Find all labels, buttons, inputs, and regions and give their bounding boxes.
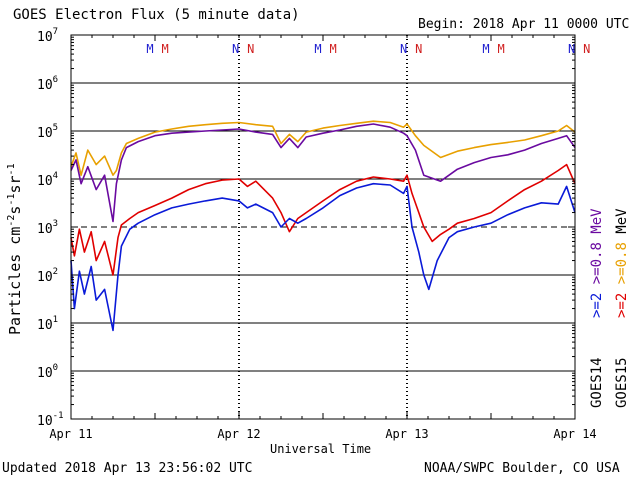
orbit-marker: M xyxy=(314,42,321,56)
y-tick-exponent: 0 xyxy=(53,363,58,373)
y-tick-label: 100 xyxy=(37,363,58,381)
y-label-part: s xyxy=(6,206,24,215)
chart-title: GOES Electron Flux (5 minute data) xyxy=(13,7,300,23)
legend-goes15: GOES15 xyxy=(614,357,630,408)
footer-updated: Updated 2018 Apr 13 23:56:02 UTC xyxy=(2,461,253,476)
y-tick-exponent: 4 xyxy=(53,171,58,181)
y-label-part: Particles cm xyxy=(6,227,24,335)
y-axis-label: Particles cm-2s-1sr-1 xyxy=(6,163,24,335)
y-tick-label: 103 xyxy=(37,219,58,237)
plot-right-labels: GOES14 GOES15>=2 >=0.8 MeV>=2 >=0.8 MeV xyxy=(589,208,630,408)
x-tick-label: Apr 13 xyxy=(385,427,428,441)
orbit-marker: N xyxy=(568,42,575,56)
legend-goes14-energies-part: >=2 xyxy=(589,293,605,318)
y-label-part: sr xyxy=(6,175,24,193)
orbit-marker: M xyxy=(146,42,153,56)
y-label-exponent: -1 xyxy=(6,163,17,175)
series-line-3 xyxy=(70,182,576,332)
x-axis-label: Universal Time xyxy=(270,442,372,456)
footer-credit: NOAA/SWPC Boulder, CO USA xyxy=(424,461,620,476)
legend-goes15-energies: >=2 >=0.8 MeV xyxy=(614,208,630,318)
legend-goes15-energies-part: MeV xyxy=(614,208,630,242)
series-line-1 xyxy=(70,123,576,223)
y-tick-exponent: 1 xyxy=(53,315,58,325)
orbit-marker: M xyxy=(329,42,336,56)
plot-series xyxy=(70,120,576,332)
legend-goes15-part: GOES15 xyxy=(614,357,630,408)
begin-label: Begin: 2018 Apr 11 0000 UTC xyxy=(418,17,630,32)
legend-goes14: GOES14 xyxy=(589,357,605,408)
plot-axes: 1 0 -1 100 101 102 103 104 105 106 107 Apr 11 Apr 12… xyxy=(37,27,597,441)
y-tick-exponent: 7 xyxy=(53,27,58,37)
legend-goes15-energies-part: >=2 xyxy=(614,293,630,318)
orbit-marker: N xyxy=(415,42,422,56)
x-tick-label: Apr 12 xyxy=(217,427,260,441)
y-tick-label: 101 xyxy=(37,315,58,333)
plot-grid xyxy=(71,35,575,419)
orbit-marker: N xyxy=(583,42,590,56)
y-label-exponent: -1 xyxy=(6,194,17,206)
legend-goes15-energies-part: >=0.8 xyxy=(614,242,630,293)
y-tick-label: 106 xyxy=(37,75,58,93)
x-tick-label: Apr 14 xyxy=(553,427,596,441)
y-tick-exponent: 3 xyxy=(53,219,58,229)
legend-goes14-energies-part: MeV xyxy=(589,208,605,242)
orbit-marker: M xyxy=(497,42,504,56)
x-tick-label: Apr 11 xyxy=(49,427,92,441)
y-label-exponent: -2 xyxy=(6,215,17,227)
legend-goes14-energies-part: >=0.8 xyxy=(589,242,605,293)
y-tick-exponent: 2 xyxy=(53,267,58,277)
orbit-marker: N xyxy=(232,42,239,56)
y-tick-label: 104 xyxy=(37,171,58,189)
legend-goes14-energies: >=2 >=0.8 MeV xyxy=(589,208,605,318)
orbit-marker: M xyxy=(161,42,168,56)
orbit-marker: M xyxy=(482,42,489,56)
y-tick-exponent: 6 xyxy=(53,75,58,85)
series-line-0 xyxy=(70,120,576,176)
orbit-marker: N xyxy=(247,42,254,56)
legend-goes14-part: GOES14 xyxy=(589,357,605,408)
y-tick-label: 107 xyxy=(37,27,58,45)
y-tick-exponent: -1 xyxy=(53,411,64,421)
y-tick-label: 102 xyxy=(37,267,58,285)
series-line-2 xyxy=(70,163,576,276)
y-tick-exponent: 5 xyxy=(53,123,58,133)
orbit-marker: N xyxy=(400,42,407,56)
y-tick-label: 105 xyxy=(37,123,58,141)
